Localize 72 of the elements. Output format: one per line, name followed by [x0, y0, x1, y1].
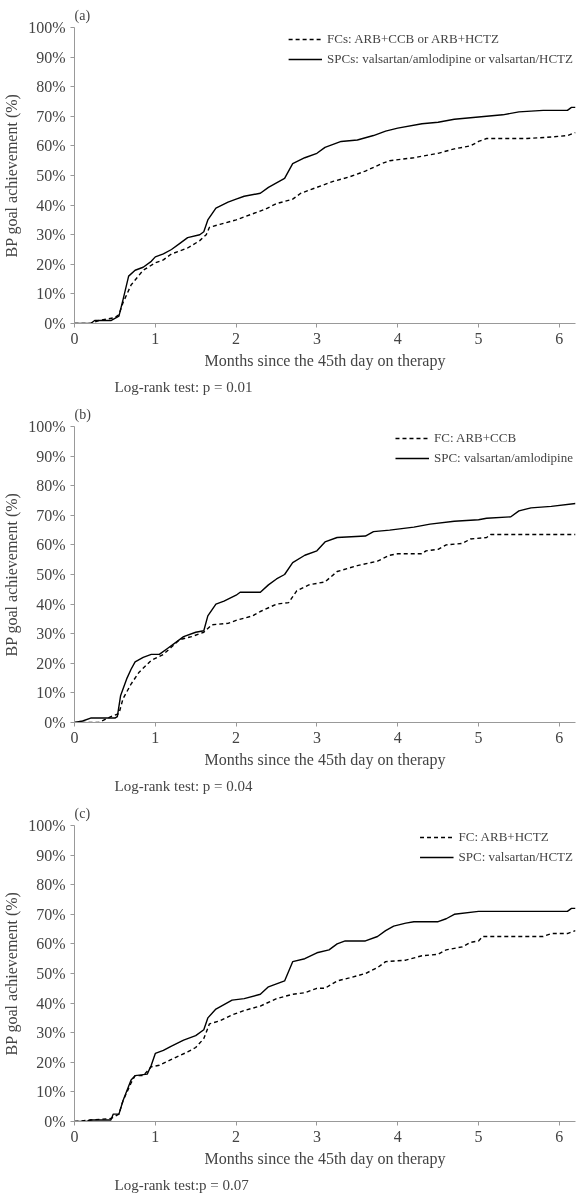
- x-axis-title: Months since the 45th day on therapy: [204, 750, 446, 769]
- y-tick-label: 90%: [36, 48, 66, 66]
- text: Log-rank test: p = 0.01: [114, 378, 253, 395]
- x-tick-label: 5: [474, 728, 483, 746]
- legend-label: SPCs: valsartan/amlodipine or valsartan/HCTZ: [327, 51, 573, 67]
- y-tick-label: 70%: [36, 107, 66, 125]
- y-tick-label: 30%: [36, 625, 66, 643]
- x-tick-label: 6: [555, 728, 564, 746]
- y-tick-label: 10%: [36, 1083, 66, 1101]
- x-tick-label: 5: [474, 1127, 483, 1145]
- y-tick-label: 70%: [36, 506, 66, 524]
- x-tick-label: 2: [232, 1127, 241, 1145]
- y-tick-label: 20%: [36, 255, 66, 273]
- x-tick-label: 1: [151, 1127, 160, 1145]
- y-tick-label: 20%: [36, 654, 66, 672]
- y-tick-label: 80%: [36, 477, 66, 495]
- y-tick-label: 40%: [36, 196, 66, 214]
- y-tick-label: 90%: [36, 447, 66, 465]
- x-tick-label: 3: [312, 728, 321, 746]
- y-tick-label: 90%: [36, 846, 66, 864]
- y-tick-label: 50%: [36, 167, 66, 184]
- y-axis-title: BP goal achievement (%): [3, 493, 22, 657]
- y-tick-label: 10%: [36, 285, 66, 303]
- y-tick-label: 30%: [36, 1024, 66, 1042]
- x-tick-label: 0: [70, 1127, 79, 1145]
- y-tick-label: 60%: [36, 935, 66, 953]
- y-tick-label: 30%: [36, 226, 66, 244]
- y-axis-title: BP goal achievement (%): [3, 892, 22, 1056]
- y-tick-label: 0%: [44, 714, 66, 731]
- chart-title: (a): [74, 7, 91, 24]
- y-axis-title: BP goal achievement (%): [3, 94, 22, 258]
- x-tick-label: 4: [393, 329, 402, 347]
- y-tick-label: 100%: [28, 418, 66, 435]
- x-tick-label: 4: [393, 728, 402, 746]
- y-tick-label: 10%: [36, 684, 66, 702]
- text: Log-rank test: p = 0.04: [114, 777, 254, 794]
- chart-title: (b): [74, 406, 92, 423]
- x-tick-label: 1: [151, 728, 160, 746]
- y-tick-label: 100%: [28, 19, 66, 36]
- y-tick-label: 50%: [36, 965, 66, 982]
- x-tick-label: 4: [393, 1127, 402, 1145]
- x-tick-label: 0: [70, 728, 79, 746]
- y-tick-label: 100%: [28, 817, 66, 834]
- x-tick-label: 0: [70, 329, 79, 347]
- x-tick-label: 1: [151, 329, 160, 347]
- legend-label: SPC: valsartan/amlodipine: [433, 450, 573, 466]
- x-tick-label: 5: [474, 329, 483, 347]
- y-tick-label: 0%: [44, 1113, 66, 1130]
- legend-label: FCs: ARB+CCB or ARB+HCTZ: [327, 31, 499, 47]
- y-tick-label: 80%: [36, 876, 66, 894]
- x-tick-label: 6: [555, 1127, 564, 1145]
- x-axis-title: Months since the 45th day on therapy: [204, 1149, 446, 1168]
- chart-title: (c): [74, 805, 91, 822]
- x-tick-label: 3: [312, 1127, 321, 1145]
- legend-label: SPC: valsartan/HCTZ: [458, 849, 573, 865]
- y-tick-label: 60%: [36, 536, 66, 554]
- y-tick-label: 80%: [36, 78, 66, 96]
- x-tick-label: 2: [232, 329, 241, 347]
- x-axis-title: Months since the 45th day on therapy: [204, 351, 446, 370]
- text: Log-rank test:p = 0.07: [114, 1176, 250, 1193]
- legend-label: FC: ARB+HCTZ: [458, 829, 549, 845]
- y-tick-label: 20%: [36, 1053, 66, 1071]
- y-tick-label: 40%: [36, 595, 66, 613]
- y-tick-label: 0%: [44, 315, 66, 332]
- x-tick-label: 2: [232, 728, 241, 746]
- x-tick-label: 6: [555, 329, 564, 347]
- y-tick-label: 40%: [36, 994, 66, 1012]
- x-tick-label: 3: [312, 329, 321, 347]
- y-tick-label: 70%: [36, 905, 66, 923]
- y-tick-label: 60%: [36, 137, 66, 155]
- y-tick-label: 50%: [36, 566, 66, 583]
- legend-label: FC: ARB+CCB: [433, 430, 517, 446]
